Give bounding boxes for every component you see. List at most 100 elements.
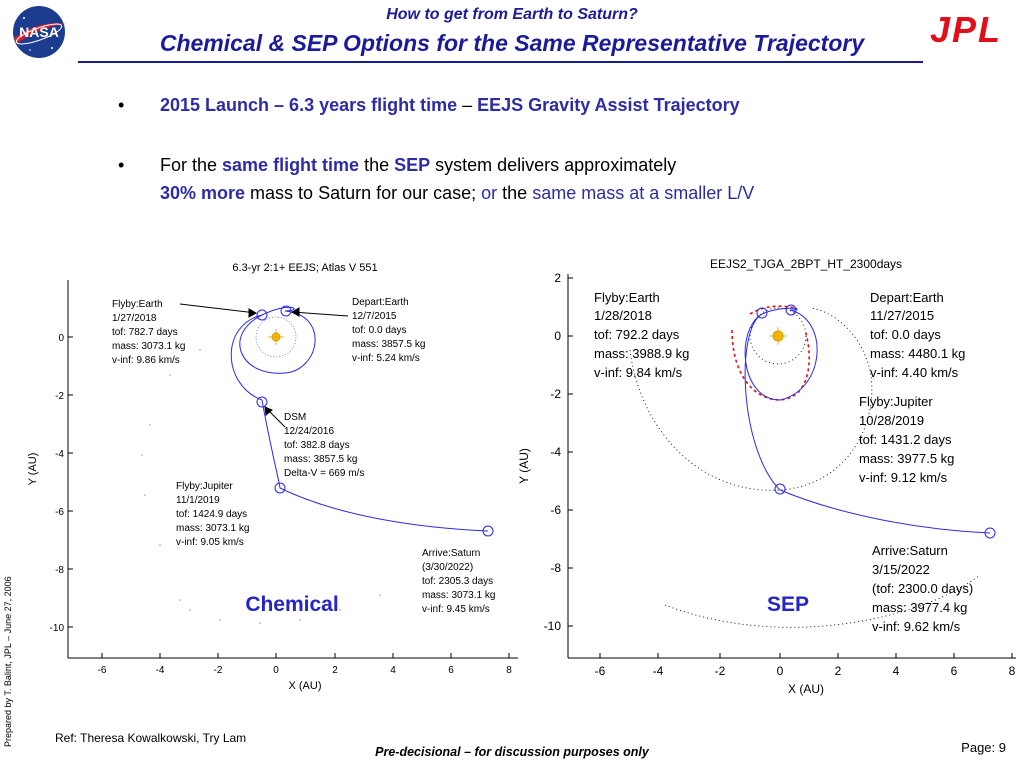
svg-text:mass: 4480.1 kg: mass: 4480.1 kg bbox=[870, 346, 965, 361]
left-ytick: -10 bbox=[50, 623, 65, 634]
left-xtick: 4 bbox=[390, 665, 396, 676]
right-y-ticks: 2 0 -2 -4 -6 -8 -10 bbox=[544, 271, 573, 633]
right-ytick: -8 bbox=[550, 561, 561, 575]
chemical-trajectory-plot: 6.3-yr 2:1+ EEJS; Atlas V 551 -6 -4 -2 0… bbox=[27, 262, 518, 692]
svg-text:tof: 2305.3 days: tof: 2305.3 days bbox=[422, 576, 493, 587]
svg-text:Flyby:Earth: Flyby:Earth bbox=[112, 299, 163, 310]
right-ytick: -2 bbox=[550, 387, 561, 401]
left-annotation-flyby-jupiter: Flyby:Jupiter 11/1/2019 tof: 1424.9 days… bbox=[176, 481, 249, 548]
left-y-ticks: 0 -2 -4 -6 -8 -10 bbox=[50, 333, 73, 634]
left-plot-title: 6.3-yr 2:1+ EEJS; Atlas V 551 bbox=[232, 262, 377, 274]
bullet-2-thirty-percent: 30% more bbox=[160, 183, 246, 203]
right-xtick: -4 bbox=[653, 664, 664, 678]
right-plot-title: EEJS2_TJGA_2BPT_HT_2300days bbox=[710, 257, 902, 271]
left-xtick: 2 bbox=[332, 665, 338, 676]
svg-text:v-inf: 5.24 km/s: v-inf: 5.24 km/s bbox=[352, 353, 420, 364]
prepared-by-side-text: Prepared by T. Balint, JPL – June 27, 20… bbox=[3, 576, 13, 747]
svg-text:(3/30/2022): (3/30/2022) bbox=[422, 562, 473, 573]
svg-text:v-inf: 9.86 km/s: v-inf: 9.86 km/s bbox=[112, 355, 180, 366]
bullet-1-dash: – bbox=[457, 95, 478, 115]
left-xtick: -4 bbox=[156, 665, 165, 676]
svg-text:Arrive:Saturn: Arrive:Saturn bbox=[872, 543, 948, 558]
right-thrust-arcs bbox=[731, 305, 810, 401]
right-ytick: 2 bbox=[554, 271, 561, 285]
svg-text:tof: 1431.2 days: tof: 1431.2 days bbox=[859, 432, 952, 447]
slide-title-line2: Chemical & SEP Options for the Same Repr… bbox=[159, 30, 865, 56]
jpl-logo: JPL bbox=[930, 12, 1002, 46]
bullet-2-same-flight-time: same flight time bbox=[222, 155, 360, 175]
svg-text:mass: 3857.5 kg: mass: 3857.5 kg bbox=[352, 339, 425, 350]
left-trajectory bbox=[230, 306, 489, 532]
svg-text:Flyby:Jupiter: Flyby:Jupiter bbox=[859, 394, 933, 409]
right-annotation-depart-earth: Depart:Earth 11/27/2015 tof: 0.0 days ma… bbox=[870, 290, 965, 380]
left-xtick: 0 bbox=[273, 665, 279, 676]
left-xtick: -2 bbox=[214, 665, 223, 676]
left-ylabel: Y (AU) bbox=[27, 453, 39, 486]
bullet-2-same-mass: same mass at a smaller L/V bbox=[532, 183, 755, 203]
svg-text:3/15/2022: 3/15/2022 bbox=[872, 562, 930, 577]
svg-text:DSM: DSM bbox=[284, 412, 306, 423]
left-event-markers bbox=[256, 305, 494, 537]
left-xlabel: X (AU) bbox=[289, 680, 322, 692]
svg-text:Delta-V = 669 m/s: Delta-V = 669 m/s bbox=[284, 468, 364, 479]
left-xtick: 6 bbox=[448, 665, 454, 676]
svg-text:mass: 3073.1 kg: mass: 3073.1 kg bbox=[112, 341, 185, 352]
bullet-2-text-e: the bbox=[497, 183, 533, 203]
svg-text:Arrive:Saturn: Arrive:Saturn bbox=[422, 548, 480, 559]
left-annotation-flyby-earth: Flyby:Earth 1/27/2018 tof: 782.7 days ma… bbox=[112, 299, 185, 366]
right-xtick: 4 bbox=[893, 664, 900, 678]
right-xtick: 8 bbox=[1009, 664, 1016, 678]
left-annotation-dsm: DSM 12/24/2016 tof: 382.8 days mass: 385… bbox=[284, 412, 364, 479]
svg-text:11/1/2019: 11/1/2019 bbox=[176, 495, 220, 506]
left-ytick: -6 bbox=[55, 507, 64, 518]
right-ytick: -10 bbox=[544, 619, 562, 633]
right-xtick: -6 bbox=[595, 664, 606, 678]
bullet-2-or: or bbox=[481, 183, 498, 203]
slide-title-line1: How to get from Earth to Saturn? bbox=[386, 6, 638, 23]
svg-text:10/28/2019: 10/28/2019 bbox=[859, 413, 924, 428]
bullet-2-marker: • bbox=[118, 155, 125, 175]
svg-text:Flyby:Jupiter: Flyby:Jupiter bbox=[176, 481, 233, 492]
right-event-markers bbox=[756, 304, 996, 539]
right-x-ticks: -6 -4 -2 0 2 4 6 8 bbox=[595, 653, 1016, 678]
svg-text:v-inf: 9.05 km/s: v-inf: 9.05 km/s bbox=[176, 537, 244, 548]
right-jupiter-orbit-dotted bbox=[629, 307, 873, 491]
bullet-2-text-d: mass to Saturn for our case; bbox=[245, 183, 482, 203]
left-annotation-depart-earth: Depart:Earth 12/7/2015 tof: 0.0 days mas… bbox=[352, 297, 425, 364]
svg-text:Depart:Earth: Depart:Earth bbox=[870, 290, 944, 305]
right-annotation-arrive-saturn: Arrive:Saturn 3/15/2022 (tof: 2300.0 day… bbox=[872, 543, 973, 634]
svg-text:(tof: 2300.0 days): (tof: 2300.0 days) bbox=[872, 581, 973, 596]
bullet-1-marker: • bbox=[118, 95, 125, 115]
prepared-by-side-text-container: Prepared by T. Balint, JPL – June 27, 20… bbox=[0, 576, 14, 760]
reference-text: Ref: Theresa Kowalkowski, Try Lam bbox=[55, 731, 247, 745]
right-annotation-flyby-earth: Flyby:Earth 1/28/2018 tof: 792.2 days ma… bbox=[594, 290, 689, 380]
left-ytick: -2 bbox=[55, 391, 64, 402]
right-ytick: -6 bbox=[550, 503, 561, 517]
page-number: Page: 9 bbox=[961, 740, 1006, 755]
svg-text:mass: 3988.9 kg: mass: 3988.9 kg bbox=[594, 346, 689, 361]
right-xtick: 0 bbox=[777, 664, 784, 678]
svg-text:v-inf: 9.62 km/s: v-inf: 9.62 km/s bbox=[872, 619, 961, 634]
bullet-2-text-c: system delivers approximately bbox=[430, 155, 677, 175]
svg-text:v-inf: 4.40 km/s: v-inf: 4.40 km/s bbox=[870, 365, 959, 380]
title-divider bbox=[78, 61, 923, 63]
svg-text:v-inf: 9.12 km/s: v-inf: 9.12 km/s bbox=[859, 470, 948, 485]
right-annotation-flyby-jupiter: Flyby:Jupiter 10/28/2019 tof: 1431.2 day… bbox=[859, 394, 954, 485]
sep-trajectory-plot: EEJS2_TJGA_2BPT_HT_2300days -6 -4 -2 0 2… bbox=[517, 257, 1016, 696]
svg-text:mass: 3977.4 kg: mass: 3977.4 kg bbox=[872, 600, 967, 615]
svg-text:tof: 382.8 days: tof: 382.8 days bbox=[284, 440, 350, 451]
left-ytick: -8 bbox=[55, 565, 64, 576]
left-x-ticks: -6 -4 -2 0 2 4 6 8 bbox=[98, 653, 512, 676]
right-xtick: -2 bbox=[715, 664, 726, 678]
svg-text:tof: 792.2 days: tof: 792.2 days bbox=[594, 327, 680, 342]
left-earth-orbit bbox=[255, 316, 297, 358]
sep-label: SEP bbox=[767, 593, 809, 616]
bullet-2-text-b: the bbox=[359, 155, 395, 175]
svg-text:v-inf: 9.45 km/s: v-inf: 9.45 km/s bbox=[422, 604, 490, 615]
svg-text:tof: 0.0 days: tof: 0.0 days bbox=[870, 327, 941, 342]
jpl-logo-text: JPL bbox=[930, 12, 1002, 46]
svg-text:1/28/2018: 1/28/2018 bbox=[594, 308, 652, 323]
svg-text:mass: 3977.5 kg: mass: 3977.5 kg bbox=[859, 451, 954, 466]
bullet-2-sep: SEP bbox=[394, 155, 431, 175]
svg-text:11/27/2015: 11/27/2015 bbox=[870, 308, 934, 323]
